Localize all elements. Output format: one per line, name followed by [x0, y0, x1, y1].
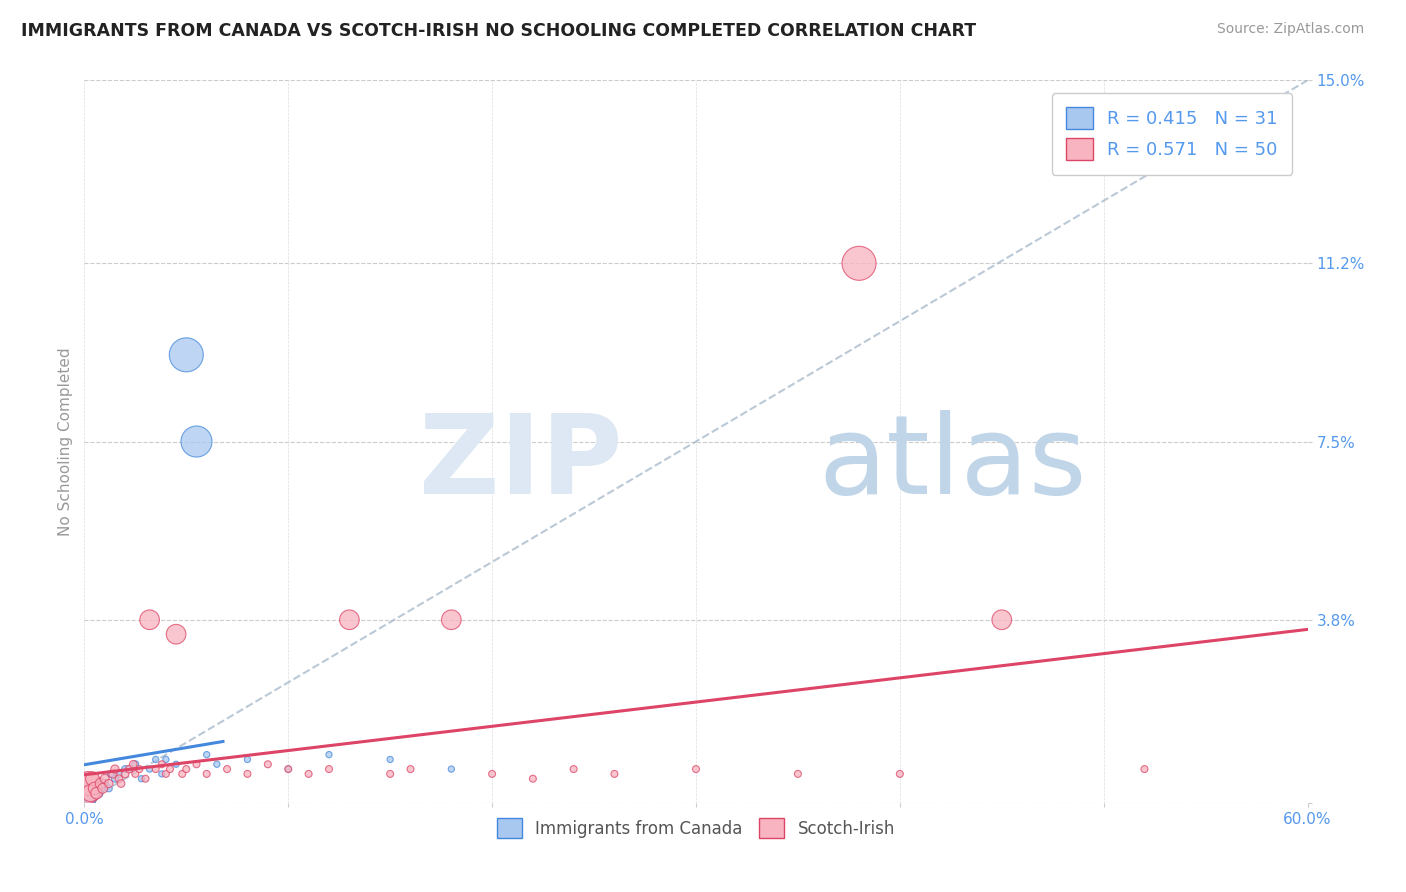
- Point: [1133, 762, 1156, 776]
- Point: [93, 772, 115, 786]
- Point: [399, 762, 422, 776]
- Point: [90, 776, 112, 790]
- Point: [603, 767, 626, 781]
- Point: [128, 762, 150, 776]
- Point: [75, 781, 97, 796]
- Point: [86, 786, 108, 800]
- Point: [87, 786, 110, 800]
- Point: [79, 786, 101, 800]
- Point: [118, 762, 141, 776]
- Point: [174, 348, 197, 362]
- Point: [75, 791, 97, 805]
- Point: [145, 752, 167, 766]
- Point: [522, 772, 544, 786]
- Point: [155, 767, 177, 781]
- Point: [440, 762, 463, 776]
- Point: [138, 762, 160, 776]
- Point: [205, 757, 228, 772]
- Point: [114, 762, 136, 776]
- Point: [124, 757, 146, 772]
- Y-axis label: No Schooling Completed: No Schooling Completed: [58, 347, 73, 536]
- Point: [97, 781, 120, 796]
- Point: [787, 767, 810, 781]
- Point: [172, 767, 194, 781]
- Point: [79, 791, 101, 805]
- Point: [217, 762, 239, 776]
- Point: [186, 434, 208, 449]
- Point: [991, 613, 1014, 627]
- Point: [108, 772, 131, 786]
- Point: [165, 757, 187, 772]
- Point: [90, 781, 112, 796]
- Point: [124, 767, 146, 781]
- Point: [91, 781, 114, 796]
- Point: [83, 781, 105, 796]
- Point: [83, 786, 105, 800]
- Point: [195, 747, 218, 762]
- Point: [77, 776, 100, 790]
- Point: [236, 752, 259, 766]
- Point: [481, 767, 503, 781]
- Point: [82, 772, 104, 786]
- Text: ZIP: ZIP: [419, 409, 623, 516]
- Point: [277, 762, 299, 776]
- Point: [159, 762, 181, 776]
- Point: [165, 627, 187, 641]
- Point: [380, 767, 402, 781]
- Point: [339, 613, 361, 627]
- Point: [114, 767, 136, 781]
- Point: [318, 747, 340, 762]
- Point: [104, 772, 127, 786]
- Point: [277, 762, 299, 776]
- Point: [93, 776, 115, 790]
- Point: [110, 776, 132, 790]
- Point: [86, 781, 108, 796]
- Point: [100, 767, 122, 781]
- Point: [135, 772, 157, 786]
- Point: [101, 767, 124, 781]
- Point: [257, 757, 280, 772]
- Text: atlas: atlas: [818, 409, 1087, 516]
- Point: [77, 786, 100, 800]
- Point: [174, 762, 197, 776]
- Point: [122, 757, 145, 772]
- Point: [131, 772, 153, 786]
- Point: [82, 789, 104, 803]
- Point: [195, 767, 218, 781]
- Point: [150, 767, 173, 781]
- Point: [118, 762, 141, 776]
- Point: [562, 762, 585, 776]
- Point: [108, 767, 131, 781]
- Point: [318, 762, 340, 776]
- Point: [138, 613, 160, 627]
- Point: [236, 767, 259, 781]
- Point: [440, 613, 463, 627]
- Legend: Immigrants from Canada, Scotch-Irish: Immigrants from Canada, Scotch-Irish: [491, 812, 901, 845]
- Text: IMMIGRANTS FROM CANADA VS SCOTCH-IRISH NO SCHOOLING COMPLETED CORRELATION CHART: IMMIGRANTS FROM CANADA VS SCOTCH-IRISH N…: [21, 22, 976, 40]
- Point: [150, 757, 173, 772]
- Point: [186, 757, 208, 772]
- Point: [848, 256, 870, 270]
- Point: [298, 767, 321, 781]
- Point: [104, 762, 127, 776]
- Point: [155, 752, 177, 766]
- Point: [380, 752, 402, 766]
- Text: Source: ZipAtlas.com: Source: ZipAtlas.com: [1216, 22, 1364, 37]
- Point: [889, 767, 911, 781]
- Point: [97, 776, 120, 790]
- Point: [145, 762, 167, 776]
- Point: [685, 762, 707, 776]
